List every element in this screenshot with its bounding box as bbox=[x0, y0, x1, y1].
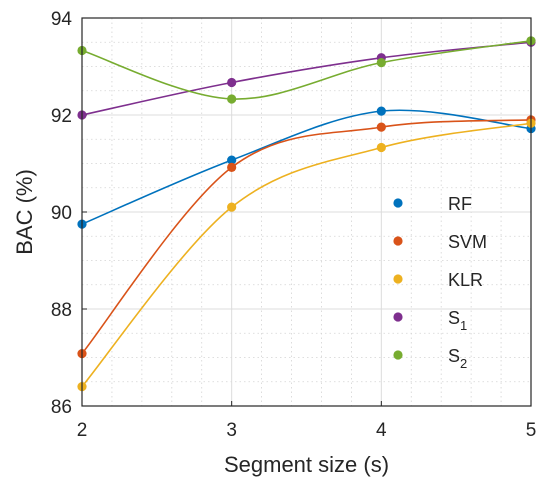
data-point bbox=[227, 155, 237, 165]
data-point bbox=[376, 142, 386, 153]
series-line bbox=[81, 41, 532, 116]
legend-marker bbox=[393, 350, 403, 360]
legend-marker bbox=[393, 312, 403, 322]
legend-label: RF bbox=[448, 194, 472, 214]
y-axis-label: BAC (%) bbox=[12, 169, 37, 255]
x-tick-label: 3 bbox=[226, 420, 237, 441]
series-line bbox=[81, 122, 532, 388]
legend-marker bbox=[393, 236, 403, 246]
series-line bbox=[81, 109, 532, 225]
y-tick-label: 86 bbox=[51, 397, 72, 418]
legend-label: S2 bbox=[448, 346, 467, 371]
legend-label: SVM bbox=[448, 232, 487, 252]
y-tick-label: 90 bbox=[51, 203, 72, 224]
y-tick-label: 88 bbox=[51, 300, 72, 321]
x-tick-label: 2 bbox=[77, 420, 88, 441]
data-point bbox=[376, 58, 386, 68]
y-tick-labels: 86 88 90 92 94 bbox=[51, 9, 73, 418]
series-line bbox=[81, 119, 532, 355]
y-tick-label: 92 bbox=[51, 106, 72, 127]
data-point bbox=[227, 94, 237, 104]
x-tick-label: 5 bbox=[526, 420, 537, 441]
series-lines bbox=[81, 40, 532, 388]
data-point bbox=[227, 77, 237, 88]
data-point bbox=[376, 122, 386, 132]
legend: RF SVM KLR S1 S2 bbox=[393, 194, 487, 371]
data-point bbox=[227, 202, 237, 212]
data-point bbox=[227, 162, 237, 172]
x-axis-label: Segment size (s) bbox=[224, 452, 389, 477]
legend-label: KLR bbox=[448, 270, 483, 290]
legend-label: S1 bbox=[448, 308, 467, 333]
plot-frame bbox=[81, 17, 532, 407]
legend-marker bbox=[393, 274, 403, 284]
x-tick-labels: 2 3 4 5 bbox=[77, 420, 537, 441]
legend-marker bbox=[393, 198, 403, 208]
series-line bbox=[81, 40, 532, 100]
data-point bbox=[376, 106, 386, 116]
x-tick-label: 4 bbox=[376, 420, 387, 441]
y-tick-label: 94 bbox=[51, 9, 73, 30]
